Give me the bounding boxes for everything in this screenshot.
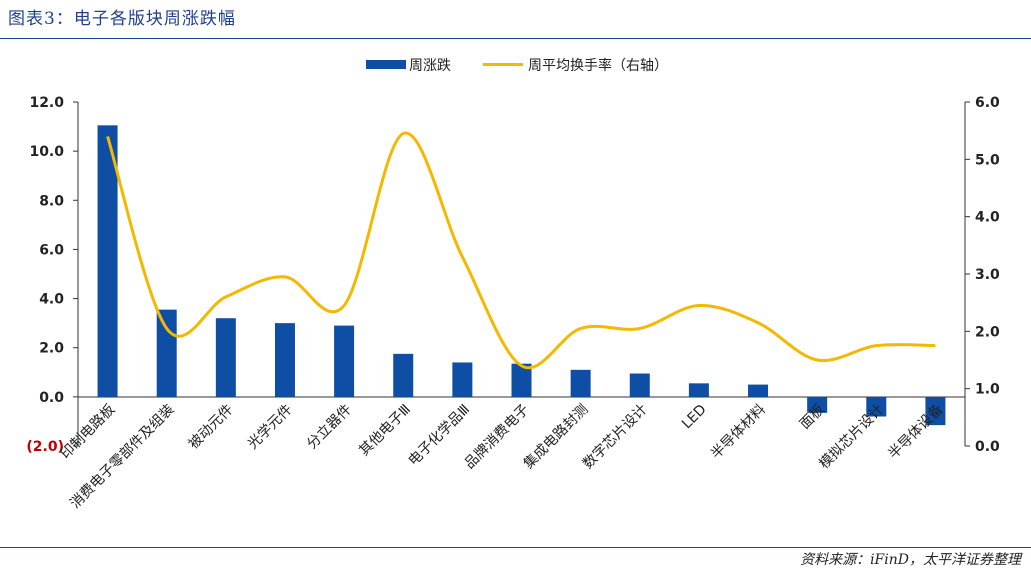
x-tick-label: 印制电路板 xyxy=(58,402,119,463)
bar-series xyxy=(97,125,946,426)
left-tick-label: 10.0 xyxy=(29,144,64,160)
bar xyxy=(452,362,473,397)
bottom-divider xyxy=(0,547,1031,548)
right-tick-label: 5.0 xyxy=(975,152,1000,168)
bar xyxy=(688,383,709,397)
bar xyxy=(393,353,414,397)
right-tick-label: 1.0 xyxy=(975,382,1000,398)
bar xyxy=(866,396,887,417)
axes: 12.0 10.0 8.0 6.0 4.0 2.0 0.0 (2.0) 6.0 5.0 4.0 3.0… xyxy=(26,95,1000,455)
x-tick-label: LED xyxy=(679,402,710,433)
legend: 周涨跌 周平均换手率（右轴） xyxy=(366,57,668,74)
bar xyxy=(629,373,650,397)
bar xyxy=(807,396,828,413)
left-tick-label: 4.0 xyxy=(39,292,64,308)
left-tick-label: 2.0 xyxy=(39,341,64,357)
x-tick-label: 分立器件 xyxy=(304,402,355,453)
bar xyxy=(274,323,295,397)
legend-bar-swatch xyxy=(366,60,406,69)
right-tick-label: 4.0 xyxy=(975,210,1000,226)
left-tick-label: 0.0 xyxy=(39,390,64,406)
bar xyxy=(570,369,591,397)
left-tick-label: 12.0 xyxy=(29,95,64,111)
bar xyxy=(97,125,118,397)
right-tick-label: 0.0 xyxy=(975,439,1000,455)
left-tick-label: (2.0) xyxy=(26,439,64,455)
bar xyxy=(156,309,177,397)
x-tick-label: 消费电子零部件及组装 xyxy=(67,402,177,512)
bar xyxy=(925,396,946,426)
top-divider xyxy=(0,38,1031,39)
bar xyxy=(511,363,532,397)
x-tick-label: 半导体材料 xyxy=(708,402,769,463)
legend-line-label: 周平均换手率（右轴） xyxy=(528,57,668,74)
x-tick-label: 光学元件 xyxy=(245,402,296,453)
x-tick-label: 半导体设备 xyxy=(885,401,947,463)
source-note: 资料来源：iFinD，太平洋证券整理 xyxy=(800,552,1021,568)
figure-title: 图表3：电子各版块周涨跌幅 xyxy=(8,9,236,29)
left-tick-label: 6.0 xyxy=(39,242,64,258)
left-tick-label: 8.0 xyxy=(39,193,64,209)
right-tick-label: 3.0 xyxy=(975,267,1000,283)
legend-bar-label: 周涨跌 xyxy=(409,58,451,74)
bar xyxy=(215,318,236,397)
x-tick-label: 被动元件 xyxy=(186,402,237,453)
bar xyxy=(334,325,355,397)
right-tick-label: 2.0 xyxy=(975,324,1000,340)
bar xyxy=(748,384,769,397)
x-tick-label: 其他电子Ⅲ xyxy=(356,402,414,460)
line-series xyxy=(106,131,936,370)
right-tick-label: 6.0 xyxy=(975,95,1000,111)
